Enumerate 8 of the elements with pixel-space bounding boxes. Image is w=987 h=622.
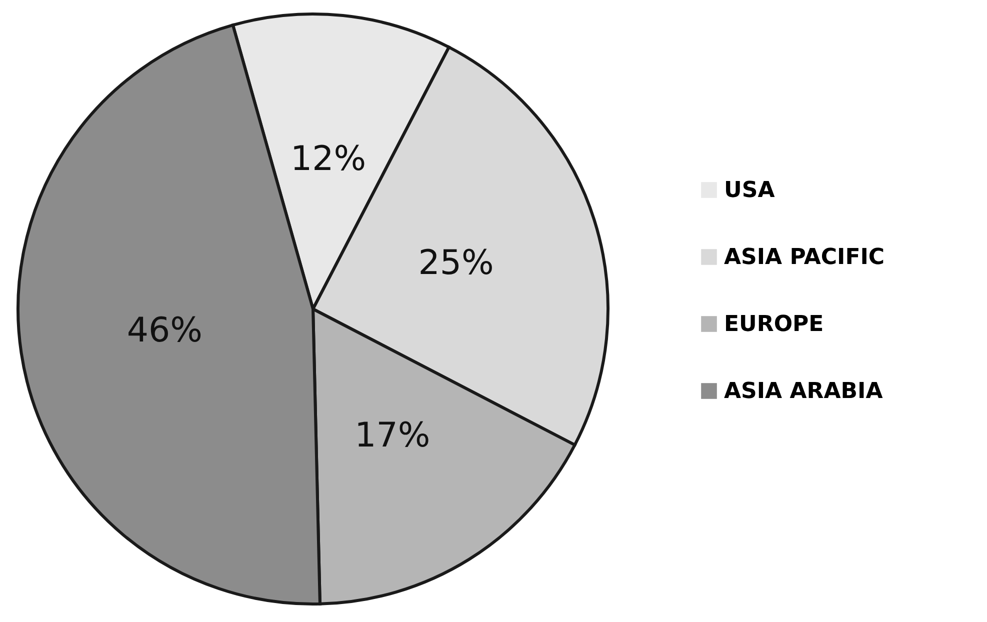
legend-label: EUROPE (724, 312, 824, 337)
legend-label: ASIA PACIFIC (724, 245, 885, 270)
data-label: 12% (290, 138, 366, 179)
legend-label: ASIA ARABIA (724, 379, 883, 404)
legend-label: USA (724, 178, 775, 203)
data-label: 17% (354, 415, 430, 456)
data-label: 46% (126, 310, 202, 350)
data-label: 25% (418, 242, 494, 283)
